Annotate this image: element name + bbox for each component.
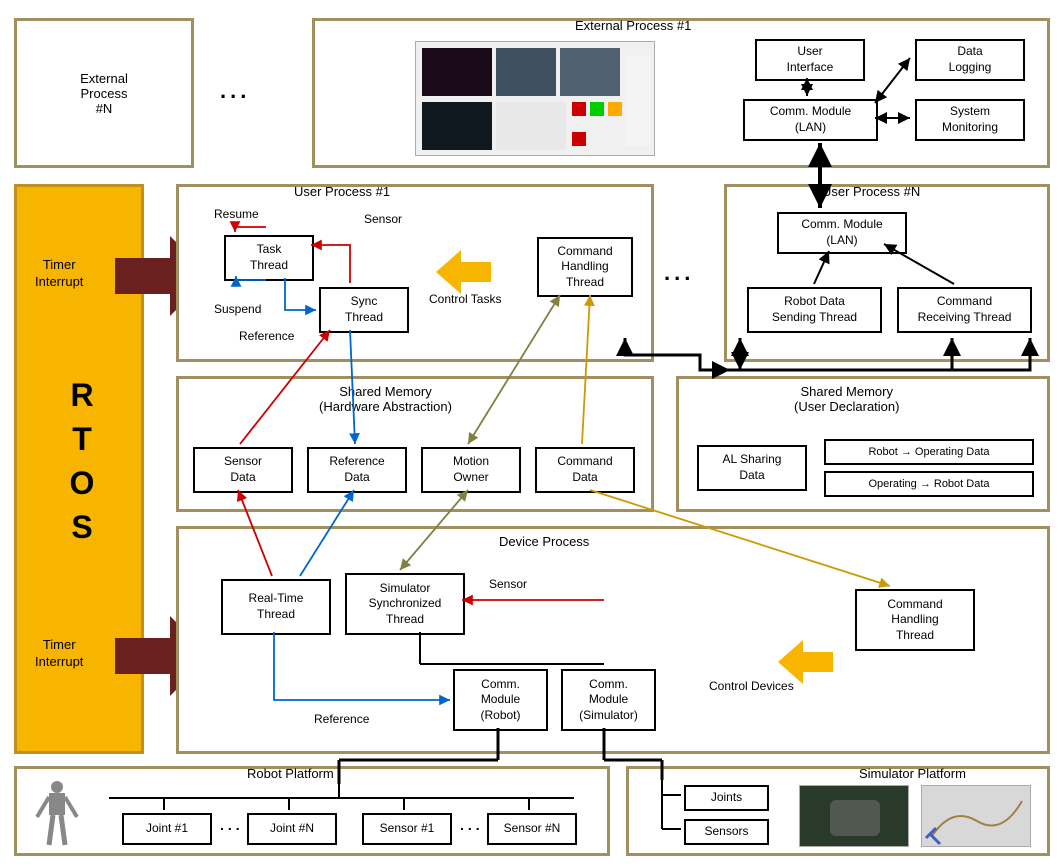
resume-label: Resume	[214, 207, 259, 221]
lan-vert-arrow	[800, 138, 850, 218]
sim-tree	[626, 766, 1050, 856]
cmd-handling-1-box: Command Handling Thread	[537, 237, 633, 297]
device-title: Device Process	[499, 534, 589, 549]
shared-mem-hw-panel: Shared Memory (Hardware Abstraction) Sen…	[176, 376, 654, 512]
sensor-label-1: Sensor	[364, 212, 402, 226]
usern-internal-arrows	[724, 184, 1050, 362]
timer-interrupt-label-2: Timer Interrupt	[35, 637, 83, 671]
op-robot-box: Operating → Robot Data	[824, 471, 1034, 497]
sync-thread-box: Sync Thread	[319, 287, 409, 333]
reference-label-2: Reference	[314, 712, 369, 726]
sensor-label-2: Sensor	[489, 577, 527, 591]
task-thread-box: Task Thread	[224, 235, 314, 281]
shm-hw-title: Shared Memory (Hardware Abstraction)	[319, 384, 452, 414]
reference-data-box: Reference Data	[307, 447, 407, 493]
shm-user-title: Shared Memory (User Declaration)	[794, 384, 899, 414]
external-process-n-panel: External Process #N	[14, 18, 194, 168]
ext1-arrows	[312, 18, 1050, 168]
external-n-label: External Process #N	[17, 71, 191, 116]
control-devices-arrow-icon	[778, 640, 838, 690]
ellipsis-top: ...	[220, 78, 250, 104]
comm-sim-box: Comm. Module (Simulator)	[561, 669, 656, 731]
device-process-panel: Device Process Real-Time Thread Simulato…	[176, 526, 1050, 754]
control-tasks-arrow-icon	[436, 250, 496, 300]
al-sharing-box: AL Sharing Data	[697, 445, 807, 491]
reference-label-1: Reference	[239, 329, 294, 343]
shared-mem-user-panel: Shared Memory (User Declaration) AL Shar…	[676, 376, 1050, 512]
suspend-label: Suspend	[214, 302, 261, 316]
sim-sync-thread-box: Simulator Synchronized Thread	[345, 573, 465, 635]
robot-tree	[14, 766, 610, 856]
timer-interrupt-label-1: Timer Interrupt	[35, 257, 83, 291]
user-process-1-panel: User Process #1 Resume Sensor Task Threa…	[176, 184, 654, 362]
realtime-thread-box: Real-Time Thread	[221, 579, 331, 635]
comm-robot-box: Comm. Module (Robot)	[453, 669, 548, 731]
rtos-label: RTOS	[63, 377, 100, 553]
ellipsis-user: ...	[664, 260, 694, 286]
sensor-data-box: Sensor Data	[193, 447, 293, 493]
robot-op-box: Robot → Operating Data	[824, 439, 1034, 465]
user-1-title: User Process #1	[294, 184, 390, 199]
command-data-box: Command Data	[535, 447, 635, 493]
cmd-handling-2-box: Command Handling Thread	[855, 589, 975, 651]
motion-owner-box: Motion Owner	[421, 447, 521, 493]
